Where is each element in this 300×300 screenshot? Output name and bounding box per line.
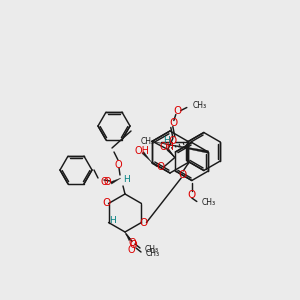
Text: O: O	[170, 118, 178, 128]
Text: O: O	[178, 169, 186, 179]
Polygon shape	[110, 178, 121, 184]
Text: O: O	[129, 240, 137, 250]
Text: O: O	[128, 238, 136, 248]
Text: O: O	[114, 160, 122, 170]
Text: O: O	[127, 245, 135, 255]
Text: O: O	[188, 190, 196, 200]
Text: CH₃: CH₃	[193, 101, 207, 110]
Text: O: O	[103, 177, 111, 187]
Polygon shape	[152, 142, 208, 153]
Text: OH: OH	[159, 142, 174, 152]
Text: H: H	[109, 216, 116, 225]
Text: O: O	[100, 177, 108, 187]
Text: CH₃: CH₃	[202, 198, 216, 207]
Text: O: O	[102, 199, 111, 208]
Polygon shape	[142, 152, 152, 163]
Text: H: H	[164, 136, 170, 145]
Text: CH₃: CH₃	[141, 137, 155, 146]
Text: CH₃: CH₃	[146, 248, 160, 257]
Text: CH₃: CH₃	[145, 245, 159, 254]
Text: O: O	[168, 136, 176, 146]
Text: H: H	[124, 176, 130, 184]
Polygon shape	[125, 232, 131, 241]
Text: O: O	[157, 163, 165, 172]
Text: O: O	[174, 106, 182, 116]
Text: O: O	[139, 218, 148, 227]
Polygon shape	[167, 148, 175, 158]
Text: OH: OH	[134, 146, 149, 155]
